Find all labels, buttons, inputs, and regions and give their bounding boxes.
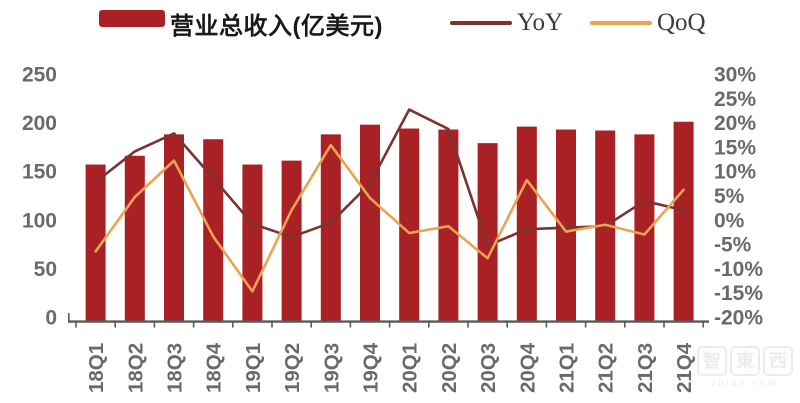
right-axis-tick-label: -10% [714,258,763,281]
revenue-bar [281,160,302,321]
right-axis-tick-label: -5% [714,234,752,257]
right-axis-tick-label: 0% [714,209,745,232]
revenue-bar [516,126,537,321]
revenue-bar [673,121,694,322]
x-axis-category-label: 20Q4 [516,342,539,393]
right-axis-tick-label: 15% [714,136,756,159]
x-axis-category-label: 20Q2 [438,343,461,393]
watermark-logo-char: 智 [697,346,727,376]
revenue-bar [477,143,498,321]
right-axis-tick-label: 5% [714,185,745,208]
x-axis-category-label: 19Q3 [320,343,343,393]
right-axis-tick-label: -15% [714,282,763,305]
x-axis-category-label: 21Q2 [595,343,618,393]
legend-label-yoy: YoY [517,9,564,36]
right-axis-tick-label: -20% [714,307,763,330]
x-axis-category-label: 18Q1 [85,343,108,393]
left-axis-tick-label: 150 [22,161,57,184]
revenue-bar [164,134,184,321]
x-axis-category-label: 18Q3 [164,343,187,393]
x-axis-category-label: 21Q1 [556,343,579,393]
revenue-bar [399,128,420,321]
watermark-logo-char: 西 [763,346,793,376]
watermark-logo-char: 東 [730,346,760,376]
x-axis-category-label: 20Q1 [399,343,422,393]
revenue-bar [634,134,655,321]
x-axis-category-label: 21Q3 [634,343,657,393]
qoq-line [94,143,685,293]
revenue-bar [320,134,341,321]
yoy-legend-line [450,21,512,25]
right-axis-tick-label: 25% [714,88,756,111]
x-axis-category-label: 18Q4 [203,342,226,393]
left-axis-tick-label: 50 [34,258,57,281]
x-axis-category-label: 19Q1 [242,343,265,393]
qoq-legend-line [590,21,652,25]
watermark-domain: zhidx.com [711,378,779,388]
revenue-bar [203,139,224,321]
x-axis-category-label: 20Q3 [477,343,500,393]
left-axis-tick-label: 100 [22,209,57,232]
x-axis-category-label: 18Q2 [124,343,147,393]
legend-item-revenue [99,10,165,27]
watermark-logo: 智東西 [690,346,800,376]
x-axis-category-label: 21Q4 [673,342,696,393]
right-axis-tick-label: 10% [714,161,756,184]
legend-item-qoq: QoQ [590,10,706,36]
revenue-bar [242,164,263,321]
revenue-bar [85,164,106,321]
left-axis-tick-label: 0 [45,307,57,330]
watermark: 智東西 zhidx.com [690,346,800,388]
legend-label-revenue: 营业总收入(亿美元) [170,13,383,40]
legend-label-qoq: QoQ [657,9,706,36]
left-axis-tick-label: 250 [22,64,57,87]
revenue-bar [360,124,380,321]
left-axis-tick-label: 200 [22,112,57,135]
x-axis-category-label: 19Q4 [360,342,383,393]
legend-item-yoy: YoY [450,10,563,36]
revenue-bar [124,155,145,321]
revenue-bar [556,129,576,321]
revenue-legend-swatch [99,10,165,27]
x-axis-category-label: 19Q2 [281,343,304,393]
right-axis-tick-label: 30% [714,64,756,87]
right-axis-tick-label: 20% [714,112,756,135]
